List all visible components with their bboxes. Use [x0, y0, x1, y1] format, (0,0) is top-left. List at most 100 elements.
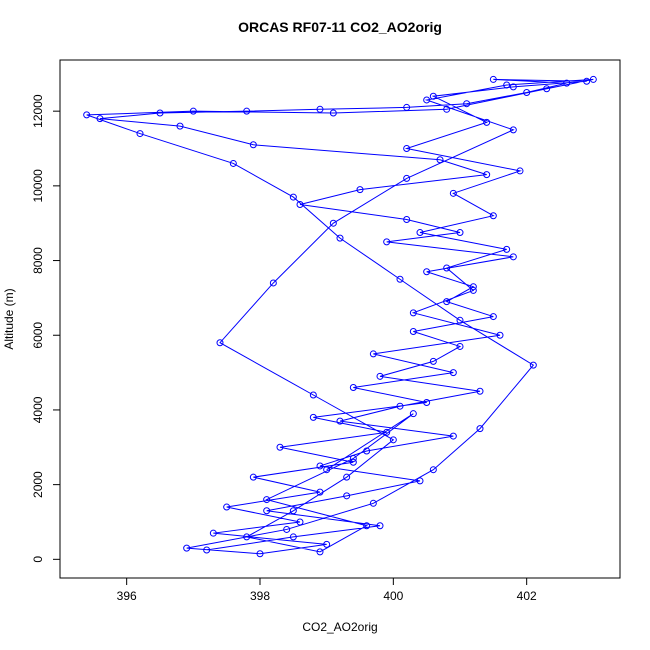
point [283, 525, 291, 533]
x-axis-label: CO2_AO2orig [302, 620, 377, 634]
point [316, 462, 324, 470]
point [543, 85, 551, 93]
point [329, 109, 337, 117]
point [229, 159, 237, 167]
point [416, 229, 424, 237]
point [403, 103, 411, 111]
point [349, 384, 357, 392]
point [249, 141, 257, 149]
point [316, 488, 324, 496]
point [429, 92, 437, 100]
chart-title: ORCAS RF07-11 CO2_AO2orig [238, 19, 442, 35]
point [489, 212, 497, 220]
point [423, 96, 431, 104]
point [416, 477, 424, 485]
y-tick-label: 2000 [31, 471, 45, 498]
point [136, 130, 144, 138]
point [296, 201, 304, 209]
point [336, 417, 344, 425]
point [289, 193, 297, 201]
point [423, 398, 431, 406]
point [216, 339, 224, 347]
point [369, 499, 377, 507]
point [429, 357, 437, 365]
point [469, 286, 477, 294]
point [583, 77, 591, 85]
y-tick-label: 6000 [31, 322, 45, 349]
point [209, 529, 217, 537]
point [343, 492, 351, 500]
point [429, 466, 437, 474]
point [489, 313, 497, 321]
point [336, 234, 344, 242]
point [383, 428, 391, 436]
point [483, 118, 491, 126]
y-tick-label: 12000 [31, 94, 45, 128]
point [456, 229, 464, 237]
point [256, 550, 264, 558]
point [403, 174, 411, 182]
point [289, 507, 297, 515]
x-tick-label: 396 [117, 589, 137, 603]
point [289, 533, 297, 541]
plot-box [59, 59, 621, 579]
point [476, 425, 484, 433]
point [509, 126, 517, 134]
point [509, 253, 517, 261]
point [443, 264, 451, 272]
x-tick-label: 402 [517, 589, 537, 603]
point [349, 458, 357, 466]
point [456, 342, 464, 350]
point [323, 540, 331, 548]
y-tick-label: 4000 [31, 396, 45, 423]
point [496, 331, 504, 339]
point [223, 503, 231, 511]
point [83, 111, 91, 119]
point [276, 443, 284, 451]
point [403, 215, 411, 223]
point [183, 544, 191, 552]
point [396, 275, 404, 283]
x-tick-label: 400 [383, 589, 403, 603]
x-tick-label: 398 [250, 589, 270, 603]
point [509, 83, 517, 91]
point [456, 316, 464, 324]
point [176, 122, 184, 130]
point [243, 107, 251, 115]
point [369, 350, 377, 358]
point [449, 369, 457, 377]
point [443, 298, 451, 306]
point [563, 79, 571, 87]
point [263, 496, 271, 504]
point [423, 268, 431, 276]
point [363, 522, 371, 530]
point [309, 413, 317, 421]
point [389, 436, 397, 444]
y-tick-label: 0 [31, 556, 45, 563]
point [443, 105, 451, 113]
point [449, 189, 457, 197]
point [489, 75, 497, 83]
point [409, 410, 417, 418]
point [329, 219, 337, 227]
point [516, 167, 524, 175]
point [363, 447, 371, 455]
point [243, 533, 251, 541]
point [316, 548, 324, 556]
point [476, 387, 484, 395]
y-tick-label: 10000 [31, 169, 45, 203]
point [503, 245, 511, 253]
point [263, 507, 271, 515]
point [463, 100, 471, 108]
point [269, 279, 277, 287]
point [376, 522, 384, 530]
point [529, 361, 537, 369]
point [323, 466, 331, 474]
y-axis-label: Altitude (m) [2, 288, 16, 349]
point [589, 75, 597, 83]
point [376, 372, 384, 380]
point [349, 454, 357, 462]
point [249, 473, 257, 481]
point [449, 432, 457, 440]
